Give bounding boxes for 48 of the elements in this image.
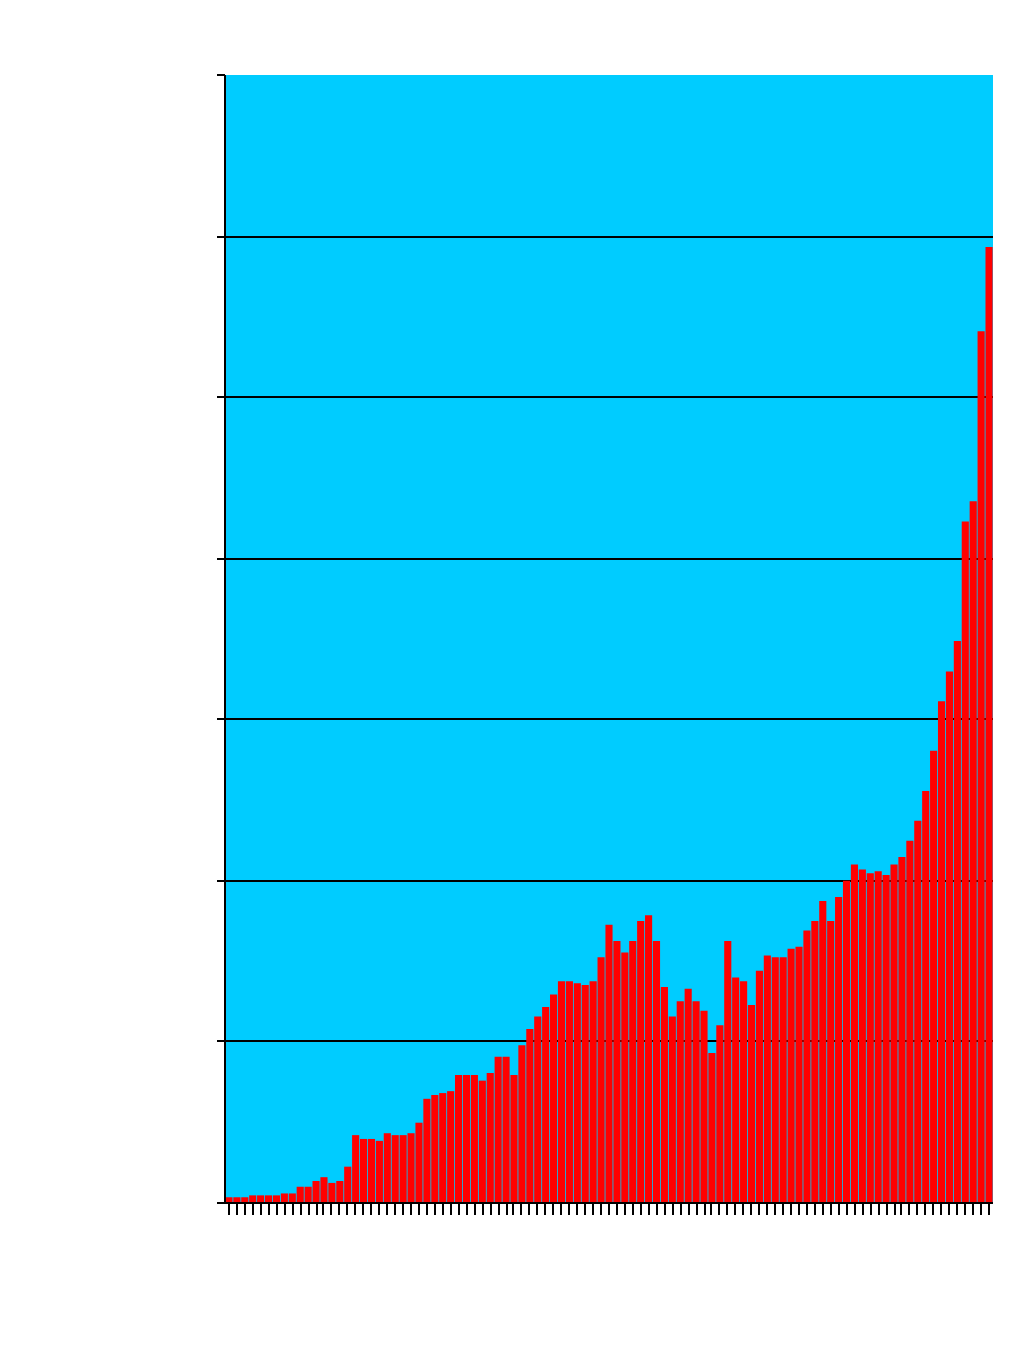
bar [874,871,882,1203]
bar [455,1074,463,1203]
bar [304,1186,312,1203]
bar [470,1074,478,1203]
bar [391,1135,399,1203]
bar [312,1181,320,1203]
bar [296,1186,304,1203]
bar [581,985,589,1203]
bar [264,1195,273,1203]
bar [478,1080,486,1203]
bar [557,981,566,1203]
bar [494,1056,502,1203]
bar [462,1074,471,1203]
bar [288,1193,296,1203]
bar [352,1135,360,1203]
bar [858,869,866,1203]
bar [740,981,748,1203]
bar [724,941,732,1203]
bar [605,924,613,1203]
bar [573,983,581,1203]
bar [771,957,779,1203]
bar [779,957,787,1203]
bar [423,1098,431,1203]
bar [850,864,859,1203]
bar [431,1094,439,1203]
bar [645,915,653,1203]
bar [684,988,692,1203]
bar [383,1133,391,1203]
bar [985,247,993,1203]
bar [320,1177,328,1203]
bar [565,981,573,1203]
bar [249,1195,257,1203]
bar [502,1056,510,1203]
bar [439,1093,447,1203]
bar [272,1195,281,1203]
bar [819,900,827,1203]
bar [257,1195,265,1203]
bar [328,1182,336,1203]
bar [787,948,795,1203]
bar [763,955,771,1203]
bar [399,1135,407,1203]
bar [375,1140,383,1203]
bar [359,1138,368,1203]
bar [637,921,645,1203]
bar [890,864,898,1203]
bar [280,1193,288,1203]
bar [866,873,874,1203]
bar [367,1138,376,1203]
